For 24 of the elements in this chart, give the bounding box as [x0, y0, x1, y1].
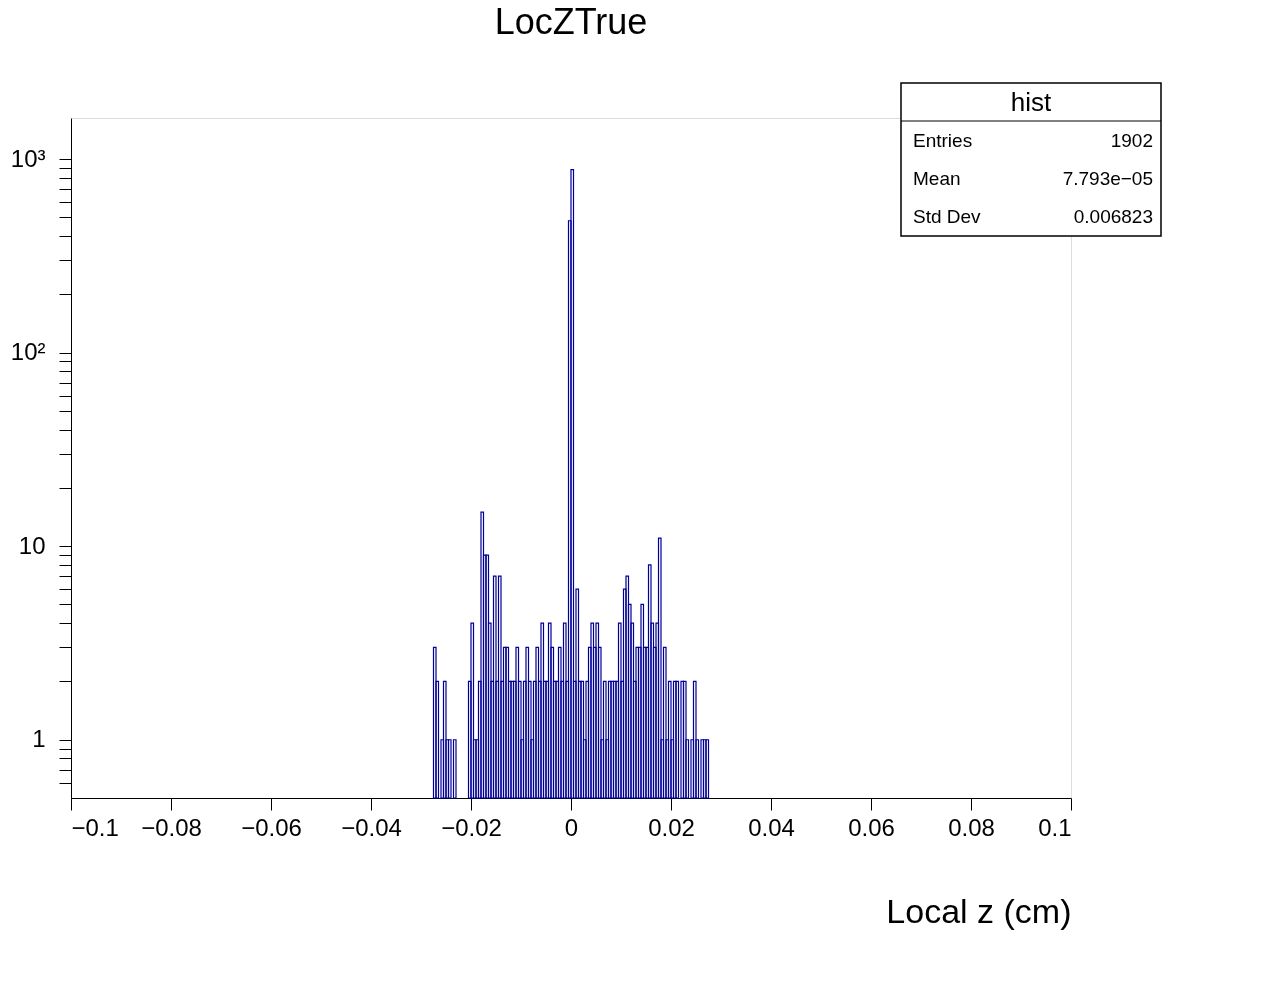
x-tick-label: −0.06 — [241, 813, 302, 841]
x-tick-label: 0.06 — [848, 813, 895, 841]
x-tick-label: 0.02 — [648, 813, 695, 841]
text: 1902 — [1110, 130, 1153, 151]
text: 0.006823 — [1073, 206, 1153, 227]
x-tick-label: −0.04 — [341, 813, 402, 841]
text: hist — [1010, 87, 1052, 117]
y-tick-label: 10³ — [10, 144, 46, 172]
x-tick-label: −0.08 — [141, 813, 202, 841]
annotation: 7.793e−05 — [1062, 168, 1153, 189]
y-tick-label: 10 — [18, 531, 46, 559]
chart-title: LocZTrue — [494, 1, 648, 43]
y-tick-label: 1 — [32, 725, 46, 753]
x-tick-label: 0 — [564, 813, 579, 841]
x-tick-label: −0.02 — [441, 813, 502, 841]
annotation: Std Dev — [913, 206, 982, 227]
x-tick-label: 0.1 — [1038, 813, 1072, 841]
x-axis-title: Local z (cm) — [886, 891, 1072, 930]
annotation: Mean — [913, 168, 961, 189]
y-tick-label: 10² — [10, 338, 46, 366]
x-tick-label: 0.08 — [948, 813, 995, 841]
x-tick-label: −0.1 — [71, 813, 119, 841]
annotation: Entries — [913, 130, 973, 151]
x-tick-label: 0.04 — [748, 813, 795, 841]
